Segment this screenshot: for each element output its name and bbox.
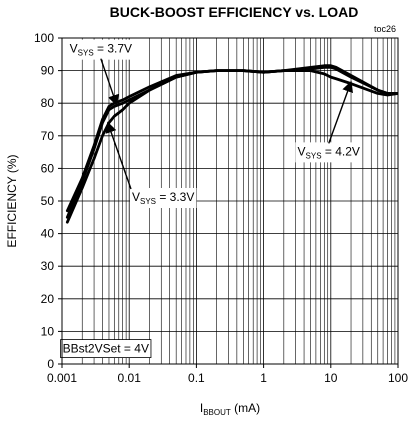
- y-tick-label: 40: [41, 227, 55, 241]
- annotation-arrow: [100, 58, 119, 107]
- y-tick-label: 10: [41, 324, 55, 338]
- x-tick-label: 0.1: [188, 371, 205, 385]
- x-axis-label-main: I: [200, 401, 203, 415]
- annotation-arrow: [328, 80, 353, 144]
- y-tick-label: 80: [41, 96, 55, 110]
- y-tick-label: 0: [47, 357, 54, 371]
- y-axis-label: EFFICIENCY (%): [5, 154, 19, 247]
- y-tick-label: 60: [41, 161, 55, 175]
- y-tick-label: 20: [41, 292, 55, 306]
- annotation-box: [60, 339, 152, 358]
- x-tick-label: 100: [388, 371, 408, 385]
- chart-title: BUCK-BOOST EFFICIENCY vs. LOAD: [110, 4, 359, 20]
- annotation-arrow: [105, 121, 132, 190]
- x-axis-label-sub: BBOUT: [203, 408, 231, 417]
- annotation-background: [295, 142, 362, 163]
- annotation-text: VSYS = 4.2V: [298, 144, 360, 160]
- annotation-background: [67, 39, 135, 60]
- y-tick-label: 50: [41, 194, 55, 208]
- annotation-text: BBst2VSet = 4V: [63, 342, 149, 356]
- chart-code: toc26: [374, 24, 396, 34]
- y-tick-label: 90: [41, 64, 55, 78]
- series-line-3: [65, 64, 398, 213]
- annotation-3: VSYS = 4.2V: [295, 80, 362, 163]
- annotation-4: BBst2VSet = 4V: [60, 339, 152, 358]
- annotation-text: VSYS = 3.7V: [70, 42, 132, 58]
- annotation-prefix: V: [70, 42, 78, 56]
- annotation-suffix: = 3.7V: [94, 42, 132, 56]
- x-axis-label-unit: (mA): [231, 401, 260, 415]
- annotation-suffix: = 3.3V: [156, 190, 194, 204]
- annotation-1: VSYS = 3.7V: [67, 39, 135, 107]
- x-axis-label: IBBOUT (mA): [200, 401, 260, 417]
- annotation-prefix: V: [132, 190, 140, 204]
- annotation-subscript: SYS: [78, 49, 94, 58]
- annotation-prefix: BBst2VSet = 4V: [63, 342, 149, 356]
- x-tick-label: 0.01: [118, 371, 142, 385]
- annotation-subscript: SYS: [306, 151, 322, 160]
- annotation-subscript: SYS: [140, 197, 156, 206]
- annotation-suffix: = 4.2V: [322, 144, 360, 158]
- x-tick-label: 10: [324, 371, 338, 385]
- y-tick-label: 70: [41, 129, 55, 143]
- x-tick-label: 1: [260, 371, 267, 385]
- x-tick-label: 0.001: [47, 371, 77, 385]
- annotation-background: [129, 188, 197, 208]
- annotation-prefix: V: [298, 144, 306, 158]
- y-tick-label: 100: [34, 31, 54, 45]
- annotation-2: VSYS = 3.3V: [105, 121, 197, 208]
- axis-layer: 0.001 0.01 0.1 1 10 100 0 10 20 30 40 50 60 70 80 90 100: [34, 31, 408, 385]
- y-tick-label: 30: [41, 259, 55, 273]
- annotation-text: VSYS = 3.3V: [132, 190, 194, 206]
